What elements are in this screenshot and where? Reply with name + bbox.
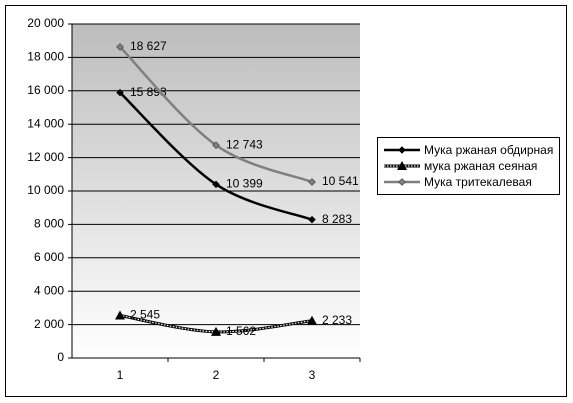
legend-item: мука ржаная сеяная — [378, 159, 559, 173]
legend-swatch — [384, 178, 420, 186]
legend: Мука ржаная обдирная мука ржаная сеяная Му… — [377, 137, 560, 195]
y-tick-label: 4 000 — [34, 283, 64, 297]
data-label: 10 399 — [226, 177, 263, 191]
x-tick-label: 1 — [117, 368, 124, 382]
legend-item: Мука тритекалевая — [378, 175, 559, 189]
legend-swatch — [384, 161, 420, 170]
legend-marker — [397, 161, 407, 170]
data-label: 1 562 — [226, 324, 256, 338]
marker — [116, 88, 124, 97]
marker — [212, 180, 220, 189]
y-tick-label: 18 000 — [27, 50, 64, 64]
marker — [212, 141, 220, 150]
y-tick-label: 14 000 — [27, 116, 64, 130]
y-tick-label: 8 000 — [34, 217, 64, 231]
marker — [211, 326, 221, 336]
legend-label: Мука тритекалевая — [424, 175, 532, 189]
legend-swatch — [384, 146, 420, 154]
y-tick-label: 12 000 — [27, 150, 64, 164]
marker — [115, 310, 125, 320]
marker — [308, 178, 316, 186]
legend-label: мука ржаная сеяная — [424, 159, 538, 173]
data-label: 18 627 — [130, 39, 167, 53]
marker — [116, 43, 124, 51]
y-tick-label: 10 000 — [27, 183, 64, 197]
y-tick-label: 2 000 — [34, 317, 64, 331]
y-tick-label: 6 000 — [34, 250, 64, 264]
y-tick-label: 20 000 — [27, 16, 64, 30]
x-tick-label: 2 — [213, 368, 220, 382]
y-tick-label: 16 000 — [27, 83, 64, 97]
x-tick-label: 3 — [309, 368, 316, 382]
legend-item: Мука ржаная обдирная — [378, 143, 559, 157]
data-label: 2 233 — [322, 313, 352, 327]
legend-marker — [398, 146, 406, 154]
data-label: 10 541 — [322, 174, 359, 188]
legend-label: Мука ржаная обдирная — [424, 143, 554, 157]
marker — [308, 215, 316, 224]
data-label: 12 743 — [226, 137, 263, 151]
data-label: 2 545 — [130, 308, 160, 322]
y-tick-label: 0 — [57, 350, 64, 364]
legend-marker — [398, 178, 406, 186]
series-line — [119, 314, 313, 333]
data-label: 8 283 — [322, 212, 352, 226]
marker — [307, 315, 317, 325]
